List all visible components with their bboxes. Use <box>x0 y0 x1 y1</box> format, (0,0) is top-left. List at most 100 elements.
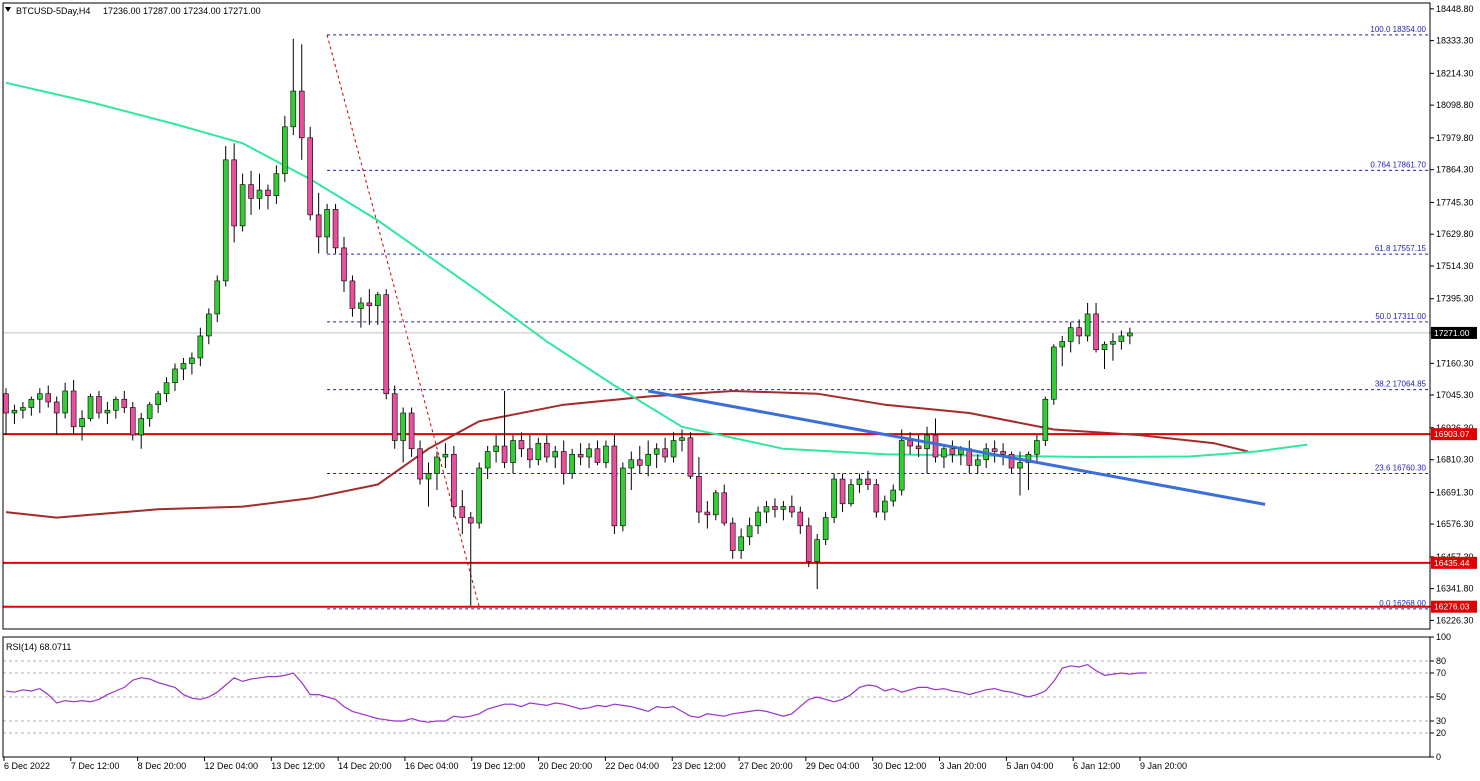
current-price-tag <box>1431 326 1477 339</box>
bullish-candle <box>172 368 178 384</box>
bearish-candle <box>45 393 52 403</box>
bullish-candle <box>1067 327 1074 342</box>
bearish-candle <box>459 506 466 518</box>
bearish-candle <box>298 90 305 139</box>
bearish-candle <box>1076 327 1082 337</box>
bullish-candle <box>36 393 43 400</box>
rsi-panel[interactable] <box>3 660 1430 734</box>
bullish-candle <box>653 448 660 455</box>
rsi-axis-label: 70 <box>1436 668 1446 678</box>
price-panel[interactable]: 100.0 18354.00 0.764 17861.70 61.8 17557.1… <box>3 25 1430 610</box>
price-axis-label: 18448.80 <box>1436 4 1474 14</box>
bearish-candle <box>383 294 390 395</box>
time-axis-label: 20 Dec 20:00 <box>539 761 593 771</box>
bullish-candle <box>603 445 609 463</box>
rsi-axis-label: 50 <box>1436 692 1446 702</box>
bullish-candle <box>510 440 516 463</box>
fib-level-label: 38.2 17064.85 <box>1375 380 1427 389</box>
price-axis-label: 16226.30 <box>1436 615 1474 625</box>
bullish-candle <box>146 404 153 419</box>
bullish-candle <box>848 484 854 505</box>
time-axis-label: 19 Dec 12:00 <box>472 761 526 771</box>
bullish-candle <box>628 459 635 469</box>
bearish-candle <box>1000 451 1006 455</box>
bearish-candle <box>907 440 913 447</box>
bullish-candle <box>87 396 94 419</box>
price-axis-label: 16341.80 <box>1436 584 1474 594</box>
fib-level-label: 23.6 16760.30 <box>1375 463 1427 472</box>
time-axis-label: 3 Jan 20:00 <box>940 761 987 771</box>
bearish-candle <box>1093 313 1099 351</box>
bearish-candle <box>248 184 254 199</box>
bullish-candle <box>780 506 787 510</box>
bearish-candle <box>704 511 711 516</box>
bearish-candle <box>341 247 347 282</box>
bullish-candle <box>273 173 280 196</box>
time-axis-label: 29 Dec 04:00 <box>806 761 860 771</box>
bearish-candle <box>129 407 136 436</box>
header-ohlc: 17236.00 17287.00 17234.00 17271.00 <box>103 6 261 16</box>
bearish-candle <box>518 440 525 450</box>
fib-level-label: 100.0 18354.00 <box>1370 25 1426 34</box>
bearish-candle <box>349 280 356 309</box>
level-price-tag <box>1431 600 1477 613</box>
bearish-candle <box>332 209 339 249</box>
rsi-axis-label: 30 <box>1436 716 1446 726</box>
level-price-tag <box>1431 556 1477 569</box>
bearish-candle <box>611 445 618 527</box>
descending-trendline <box>647 389 1266 506</box>
bullish-candle <box>256 189 263 199</box>
bullish-candle <box>374 294 381 306</box>
bearish-candle <box>527 448 533 461</box>
price-axis-label: 17979.80 <box>1436 133 1474 143</box>
bearish-candle <box>797 511 804 527</box>
bullish-candle <box>738 536 744 551</box>
bullish-candle <box>1042 398 1049 441</box>
time-axis-label: 30 Dec 12:00 <box>873 761 927 771</box>
fib-level-label: 50.0 17311.00 <box>1375 312 1426 321</box>
bullish-candle <box>155 393 161 406</box>
bearish-candle <box>265 189 271 196</box>
time-axis-label: 22 Dec 04:00 <box>605 761 659 771</box>
bearish-candle <box>3 393 9 414</box>
bullish-candle <box>890 489 897 502</box>
bearish-candle <box>560 451 567 474</box>
bullish-candle <box>358 302 364 309</box>
bearish-candle <box>991 448 998 452</box>
bullish-candle <box>79 418 85 428</box>
bearish-candle <box>839 478 846 505</box>
current-price-label: 17271.00 <box>1434 328 1470 338</box>
bearish-candle <box>366 302 373 306</box>
time-axis-label: 13 Dec 12:00 <box>271 761 325 771</box>
bearish-candle <box>501 445 508 463</box>
time-axis-label: 8 Dec 20:00 <box>138 761 187 771</box>
bullish-candle <box>222 159 229 282</box>
bearish-candle <box>577 453 584 458</box>
bearish-candle <box>696 475 702 513</box>
bearish-candle <box>721 492 728 524</box>
bearish-candle <box>417 448 423 480</box>
price-axis-label: 17160.30 <box>1436 358 1474 368</box>
time-axis-label: 7 Dec 12:00 <box>71 761 120 771</box>
bullish-candle <box>239 184 246 227</box>
bearish-candle <box>873 484 880 513</box>
bullish-candle <box>1101 343 1108 351</box>
bullish-candle <box>214 280 221 315</box>
bullish-candle <box>189 357 195 364</box>
bullish-candle <box>290 90 297 128</box>
bullish-candle <box>434 456 440 474</box>
collapse-arrow-icon[interactable] <box>5 7 11 12</box>
bullish-candle <box>484 451 491 469</box>
price-axis-label: 17745.30 <box>1436 197 1474 207</box>
bearish-candle <box>231 159 237 227</box>
bearish-candle <box>391 393 398 441</box>
bearish-candle <box>70 390 77 428</box>
bullish-candle <box>974 459 981 466</box>
price-axis-label: 18333.30 <box>1436 36 1474 46</box>
bullish-candle <box>645 453 652 466</box>
bullish-candle <box>180 363 187 370</box>
fib-level-label: 0.764 17861.70 <box>1370 160 1426 169</box>
